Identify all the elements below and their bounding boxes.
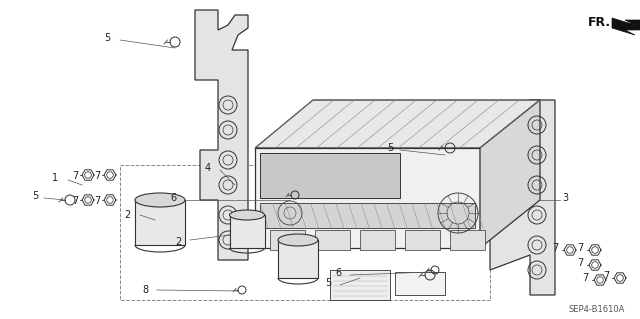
Text: 7: 7	[582, 273, 588, 283]
Ellipse shape	[230, 210, 264, 220]
Text: 5: 5	[325, 278, 331, 288]
Polygon shape	[315, 230, 350, 250]
Text: 4: 4	[205, 163, 211, 173]
Polygon shape	[330, 270, 390, 300]
Polygon shape	[360, 230, 395, 250]
Text: FR.: FR.	[588, 16, 611, 28]
Ellipse shape	[135, 193, 185, 207]
Polygon shape	[395, 272, 445, 295]
Polygon shape	[260, 203, 475, 228]
Polygon shape	[255, 148, 480, 248]
Text: 7: 7	[94, 196, 100, 206]
Text: 7: 7	[603, 271, 609, 281]
Polygon shape	[405, 230, 440, 250]
Text: 2: 2	[124, 210, 130, 220]
Text: SEP4-B1610A: SEP4-B1610A	[568, 306, 625, 315]
Text: 7: 7	[577, 243, 583, 253]
Text: 5: 5	[387, 143, 393, 153]
Polygon shape	[255, 100, 540, 148]
Text: 1: 1	[52, 173, 58, 183]
Polygon shape	[230, 215, 265, 248]
Text: 7: 7	[94, 171, 100, 181]
Polygon shape	[195, 10, 248, 260]
Polygon shape	[135, 200, 185, 245]
Polygon shape	[450, 230, 485, 250]
Polygon shape	[480, 100, 540, 248]
Text: 3: 3	[562, 193, 568, 203]
Text: 7: 7	[577, 258, 583, 268]
Polygon shape	[612, 18, 640, 35]
Text: 5: 5	[104, 33, 110, 43]
Text: 2: 2	[175, 237, 181, 247]
Text: 7: 7	[552, 243, 558, 253]
Polygon shape	[270, 230, 305, 250]
Polygon shape	[490, 100, 555, 295]
Text: 7: 7	[72, 171, 78, 181]
Text: 6: 6	[170, 193, 176, 203]
Text: 7: 7	[72, 196, 78, 206]
Text: 5: 5	[32, 191, 38, 201]
Text: 8: 8	[142, 285, 148, 295]
Text: 6: 6	[335, 268, 341, 278]
Polygon shape	[278, 240, 318, 278]
Ellipse shape	[278, 234, 318, 246]
Polygon shape	[260, 153, 400, 198]
